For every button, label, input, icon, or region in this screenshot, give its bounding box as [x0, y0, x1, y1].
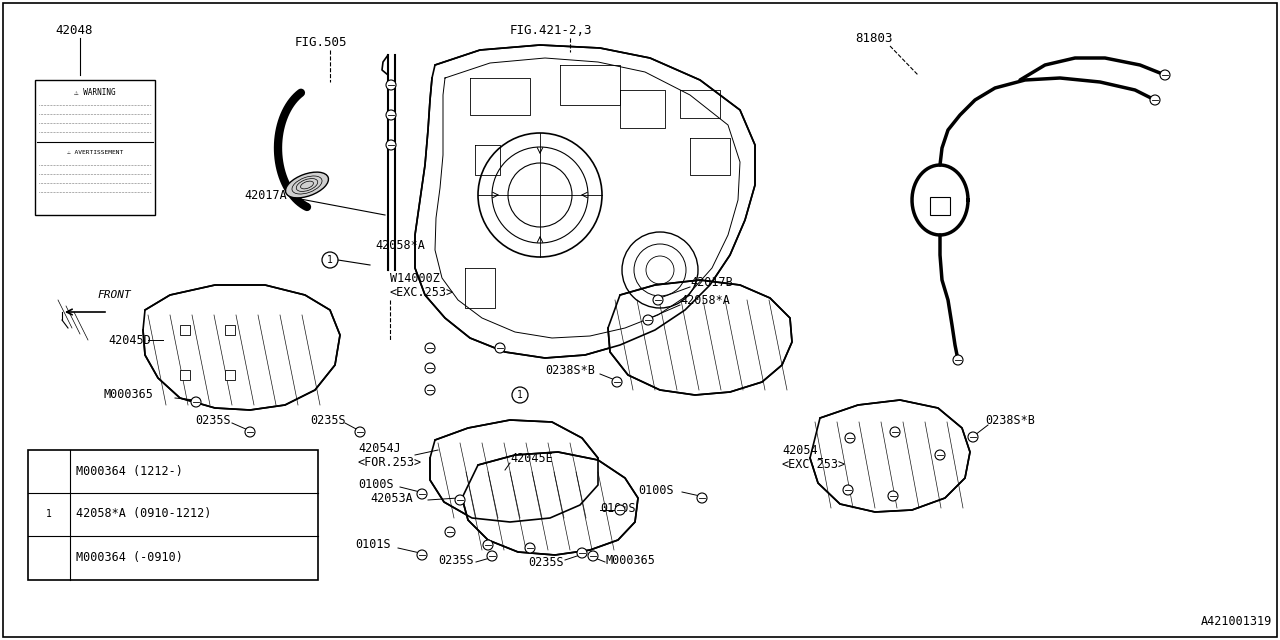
Text: ⚠ AVERTISSEMENT: ⚠ AVERTISSEMENT	[67, 150, 123, 154]
Circle shape	[387, 110, 396, 120]
Circle shape	[387, 140, 396, 150]
Bar	[35, 80, 155, 215]
Circle shape	[954, 355, 963, 365]
Text: FRONT: FRONT	[99, 290, 132, 300]
Circle shape	[698, 493, 707, 503]
Text: 0235S: 0235S	[310, 413, 346, 426]
Circle shape	[577, 548, 588, 558]
Text: FIG.505: FIG.505	[294, 35, 347, 49]
Text: M000365: M000365	[605, 554, 655, 566]
Text: M000365: M000365	[102, 388, 152, 401]
Polygon shape	[608, 280, 792, 395]
Circle shape	[588, 551, 598, 561]
Circle shape	[191, 397, 201, 407]
Bar	[180, 325, 189, 335]
Text: 0235S: 0235S	[195, 413, 230, 426]
Bar	[931, 197, 950, 215]
Circle shape	[643, 315, 653, 325]
Text: 0238S*B: 0238S*B	[545, 364, 595, 376]
Text: 42054: 42054	[782, 444, 818, 456]
Text: 0101S: 0101S	[355, 538, 390, 552]
Circle shape	[355, 427, 365, 437]
Text: 0238S*B: 0238S*B	[986, 413, 1034, 426]
Ellipse shape	[285, 172, 329, 198]
Bar	[225, 370, 236, 380]
Text: 42058*A (0910-1212): 42058*A (0910-1212)	[76, 508, 211, 520]
Circle shape	[486, 551, 497, 561]
Circle shape	[525, 543, 535, 553]
Circle shape	[614, 505, 625, 515]
Circle shape	[483, 540, 493, 550]
Circle shape	[845, 433, 855, 443]
Bar	[180, 370, 189, 380]
Circle shape	[425, 385, 435, 395]
Text: ⚠ WARNING: ⚠ WARNING	[74, 88, 115, 97]
Text: 42054J: 42054J	[358, 442, 401, 454]
Text: A421001319: A421001319	[1201, 615, 1272, 628]
Circle shape	[445, 527, 454, 537]
Polygon shape	[810, 400, 970, 512]
Text: 42048: 42048	[55, 24, 92, 36]
Text: M000364 (1212-): M000364 (1212-)	[76, 465, 183, 477]
Circle shape	[1160, 70, 1170, 80]
Text: 42045D: 42045D	[108, 333, 151, 346]
Text: 1: 1	[328, 255, 333, 265]
Bar	[28, 450, 317, 580]
Circle shape	[425, 343, 435, 353]
Text: <FOR.253>: <FOR.253>	[358, 456, 422, 468]
Circle shape	[387, 80, 396, 90]
Circle shape	[417, 489, 428, 499]
Text: FIG.421-2,3: FIG.421-2,3	[509, 24, 593, 36]
Text: W14000Z: W14000Z	[390, 271, 440, 285]
Circle shape	[934, 450, 945, 460]
Text: 1: 1	[517, 390, 524, 400]
Circle shape	[495, 343, 506, 353]
Circle shape	[1149, 95, 1160, 105]
Polygon shape	[143, 285, 340, 410]
Text: <EXC.253>: <EXC.253>	[390, 285, 454, 298]
Circle shape	[417, 550, 428, 560]
Text: 1: 1	[46, 509, 52, 519]
Circle shape	[512, 387, 529, 403]
Circle shape	[888, 491, 899, 501]
Circle shape	[244, 427, 255, 437]
Circle shape	[41, 506, 58, 522]
Circle shape	[323, 252, 338, 268]
Text: 0100S: 0100S	[637, 483, 673, 497]
Polygon shape	[415, 45, 755, 358]
Circle shape	[454, 495, 465, 505]
Text: <EXC.253>: <EXC.253>	[782, 458, 846, 470]
Bar	[225, 325, 236, 335]
Circle shape	[844, 485, 852, 495]
Text: 0235S: 0235S	[438, 554, 474, 566]
Polygon shape	[430, 420, 598, 522]
Text: 42017A: 42017A	[244, 189, 287, 202]
Text: M000364 (-0910): M000364 (-0910)	[76, 550, 183, 563]
Text: 0100S: 0100S	[358, 479, 394, 492]
Text: 42058*A: 42058*A	[375, 239, 425, 252]
Text: 0100S: 0100S	[600, 502, 636, 515]
Text: 81803: 81803	[855, 31, 892, 45]
Text: 42017B: 42017B	[690, 275, 732, 289]
Circle shape	[653, 295, 663, 305]
Text: 0235S: 0235S	[529, 556, 563, 568]
Text: 42045E: 42045E	[509, 451, 553, 465]
Circle shape	[968, 432, 978, 442]
Circle shape	[890, 427, 900, 437]
Circle shape	[425, 363, 435, 373]
Polygon shape	[462, 452, 637, 555]
Circle shape	[612, 377, 622, 387]
Text: 42058*A: 42058*A	[680, 294, 730, 307]
Text: 42053A: 42053A	[370, 492, 412, 504]
